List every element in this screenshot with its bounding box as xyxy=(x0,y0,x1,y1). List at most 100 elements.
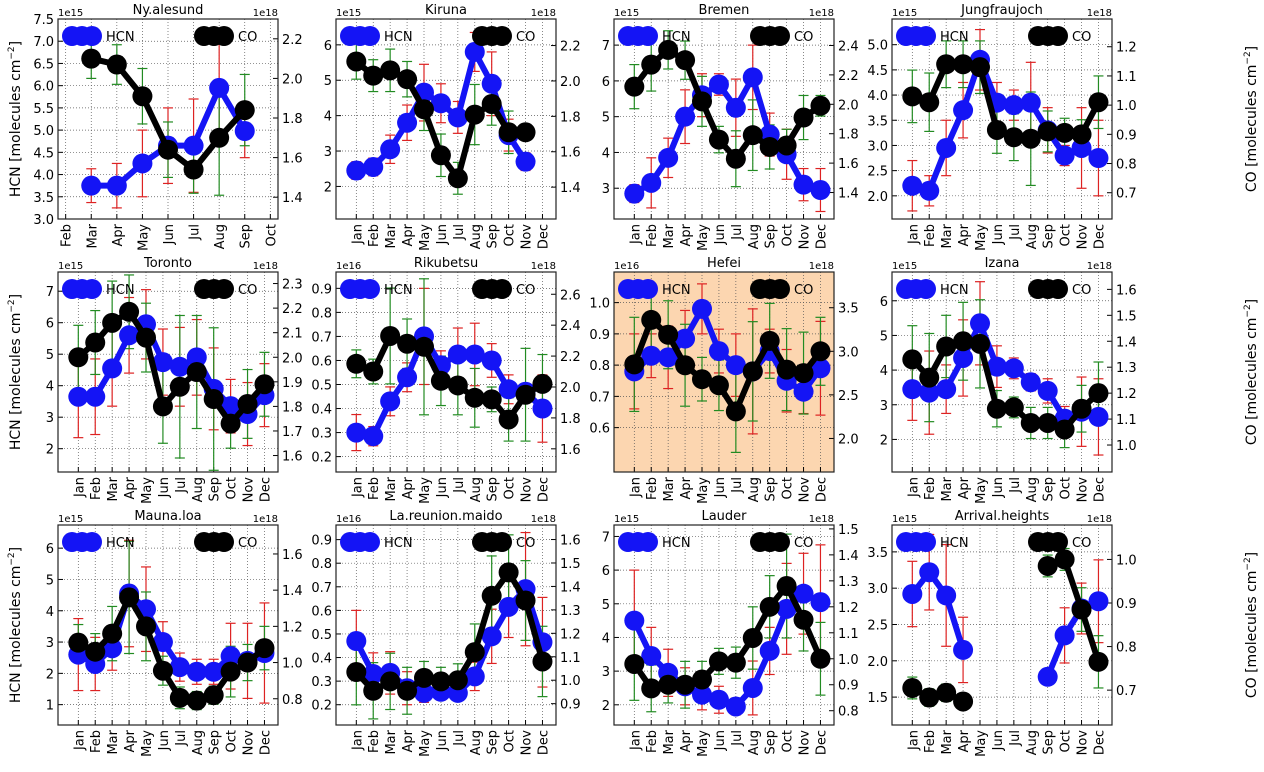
tick-label-left: 1.0 xyxy=(589,297,610,312)
ylabel-left-row1: HCN [molecules cm−2] xyxy=(7,41,24,197)
tick-label-month: Jun xyxy=(435,477,450,498)
tick-label-month: Jun xyxy=(162,224,177,245)
co-point xyxy=(430,671,451,692)
co-point xyxy=(708,129,729,150)
hcn-point xyxy=(464,344,485,365)
co-point xyxy=(169,376,190,397)
tick-label-month: Feb xyxy=(923,224,938,247)
hcn-point xyxy=(68,386,89,407)
tick-label-month: Jun xyxy=(713,224,728,245)
hcn-point xyxy=(641,645,662,666)
legend-hcn-marker xyxy=(82,532,102,552)
tick-label-right: 1.1 xyxy=(838,627,859,642)
ylabel-left-row2: HCN [molecules cm−2] xyxy=(7,294,24,450)
hcn-point xyxy=(203,661,224,682)
axes-frame xyxy=(891,524,1113,726)
right-axis-exponent: 1e18 xyxy=(809,261,834,272)
tick-label-right: 1.0 xyxy=(1116,439,1137,454)
hcn-point xyxy=(119,325,140,346)
tick-label-left: 3 xyxy=(602,182,610,197)
tick-label-left: 0.2 xyxy=(311,451,332,466)
co-point xyxy=(132,86,153,107)
co-point xyxy=(970,333,990,354)
co-point xyxy=(641,678,662,699)
tick-label-month: Sep xyxy=(764,224,779,249)
hcn-point xyxy=(810,592,831,613)
panel-title: Toronto xyxy=(143,256,192,271)
legend-hcn-marker xyxy=(360,532,380,552)
panel-title: Izana xyxy=(985,256,1020,271)
tick-label-right: 1.2 xyxy=(1116,41,1137,56)
tick-label-month: Dec xyxy=(1092,730,1107,755)
tick-label-month: Jan xyxy=(350,224,365,245)
tick-label-month: Sep xyxy=(208,477,223,502)
co-point xyxy=(624,653,645,674)
tick-label-month: Mar xyxy=(940,476,955,501)
tick-label-right: 1.0 xyxy=(1116,553,1137,568)
tick-label-month: May xyxy=(418,477,433,504)
co-point xyxy=(624,76,645,97)
tick-label-left: 3.0 xyxy=(33,213,54,228)
hcn-point xyxy=(708,341,729,362)
co-point xyxy=(363,680,384,701)
tick-label-left: 4.5 xyxy=(867,64,888,79)
co-point xyxy=(675,674,696,695)
co-point xyxy=(692,369,712,390)
tick-label-left: 2.5 xyxy=(867,618,888,633)
legend-hcn-marker xyxy=(638,279,658,299)
tick-label-right: 1.6 xyxy=(560,534,581,549)
hcn-point xyxy=(675,106,696,127)
tick-label-month: Aug xyxy=(747,730,762,755)
tick-label-right: 0.7 xyxy=(1116,684,1137,699)
hcn-point xyxy=(234,121,255,141)
tick-label-left: 3.5 xyxy=(867,546,888,561)
legend-hcn-label: HCN xyxy=(662,536,691,551)
tick-label-month: Jun xyxy=(157,730,172,751)
left-axis-exponent: 1e15 xyxy=(58,8,83,19)
tick-label-month: Aug xyxy=(747,477,762,502)
co-point xyxy=(237,652,258,673)
legend-hcn-label: HCN xyxy=(384,30,413,45)
legend-hcn-label: HCN xyxy=(106,30,135,45)
legend-co-label: CO xyxy=(516,283,535,298)
hcn-point xyxy=(658,347,679,368)
co-point xyxy=(209,127,230,148)
panel-title: Ny.alesund xyxy=(133,3,204,18)
co-point xyxy=(363,361,384,382)
tick-label-month: Sep xyxy=(208,730,223,755)
tick-label-right: 2.2 xyxy=(560,40,581,55)
hcn-point xyxy=(346,422,367,443)
hcn-point xyxy=(1003,95,1024,116)
co-point xyxy=(397,69,418,90)
co-point xyxy=(1088,651,1109,672)
tick-label-left: 5 xyxy=(602,111,610,126)
co-point xyxy=(234,100,255,121)
legend: HCN CO xyxy=(618,532,813,552)
co-point xyxy=(152,396,173,417)
tick-label-right: 1.8 xyxy=(838,128,859,143)
tick-label-month: Jul xyxy=(730,730,745,747)
co-point xyxy=(203,389,224,410)
hcn-point xyxy=(1054,625,1075,646)
tick-label-month: Dec xyxy=(536,477,551,502)
tick-label-left: 4 xyxy=(46,380,54,395)
panel-la-reunion-maido: 0.2 0.3 0.4 0.5 0.6 0.7 0.8 0.9 0.9 1.0 1.1 1.2 1.3 1… xyxy=(311,509,580,757)
hcn-point xyxy=(380,139,401,160)
tick-label-left: 2 xyxy=(602,699,610,714)
tick-label-month: Mar xyxy=(106,729,121,754)
tick-label-left: 0.8 xyxy=(311,306,332,321)
hcn-point xyxy=(1054,145,1075,166)
legend-co-label: CO xyxy=(794,536,813,551)
co-point xyxy=(708,651,729,672)
legend-hcn-label: HCN xyxy=(662,283,691,298)
legend-hcn-marker xyxy=(360,26,380,46)
tick-label-right: 1.4 xyxy=(560,580,581,595)
co-point xyxy=(1088,383,1109,404)
tick-label-left: 1.5 xyxy=(867,691,888,706)
hcn-point xyxy=(708,689,729,710)
co-point xyxy=(1037,555,1058,576)
tick-label-left: 3 xyxy=(46,411,54,426)
tick-label-month: Aug xyxy=(1025,730,1040,755)
tick-label-month: May xyxy=(140,477,155,504)
